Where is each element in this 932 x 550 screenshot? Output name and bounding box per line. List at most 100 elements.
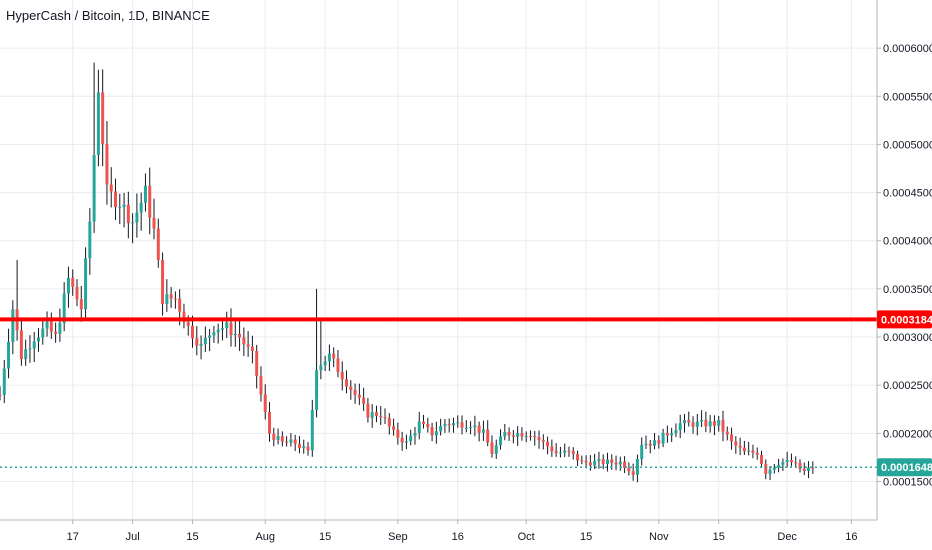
candle-down — [507, 431, 511, 436]
x-tick-label: 15 — [319, 531, 331, 543]
candle-down — [614, 462, 618, 465]
candle-down — [623, 461, 627, 469]
candle-up — [32, 341, 36, 349]
candle-up — [118, 207, 122, 209]
candle-down — [332, 353, 336, 359]
candle-up — [563, 450, 567, 453]
candle-down — [357, 394, 361, 398]
candle-down — [306, 446, 310, 451]
candle-down — [580, 460, 584, 462]
candle-down — [349, 386, 353, 390]
y-tick-label: 0.0004500 — [883, 188, 932, 200]
candle-up — [302, 446, 306, 449]
candle-down — [101, 92, 105, 145]
horizontal-lines — [0, 317, 877, 468]
candle-up — [772, 467, 776, 470]
candle-up — [777, 464, 781, 468]
candle-down — [477, 425, 481, 433]
candle-up — [524, 436, 528, 438]
candle-up — [708, 421, 712, 427]
candle-down — [541, 440, 545, 442]
candle-down — [533, 436, 537, 438]
candle-down — [730, 434, 734, 442]
candle-up — [768, 469, 772, 474]
candle-down — [571, 451, 575, 455]
y-tick-label: 0.0006000 — [883, 43, 932, 55]
candle-down — [576, 454, 580, 461]
candle-up — [45, 321, 49, 329]
y-tick-label: 0.0003000 — [883, 332, 932, 344]
candle-up — [289, 439, 293, 443]
candle-up — [781, 462, 785, 465]
candle-down — [520, 433, 524, 437]
candle-down — [374, 412, 378, 416]
candle-down — [366, 403, 370, 418]
resistance-badge-label: 0.0003184 — [881, 314, 932, 326]
last-price-badge — [877, 458, 932, 477]
candle-up — [220, 328, 224, 330]
y-tick-label: 0.0002500 — [883, 380, 932, 392]
candle-down — [490, 442, 494, 454]
candle-down — [789, 459, 793, 463]
candle-down — [75, 286, 79, 300]
candle-up — [96, 92, 100, 156]
candle-down — [169, 294, 173, 299]
candle-down — [161, 260, 165, 304]
candle-down — [280, 436, 284, 442]
candle-up — [464, 427, 468, 429]
candle-down — [725, 431, 729, 435]
candle-down — [19, 330, 23, 360]
candle-up — [327, 353, 331, 362]
candle-up — [717, 420, 721, 426]
candle-up — [807, 467, 811, 472]
candle-down — [54, 331, 58, 334]
candle-down — [246, 344, 250, 347]
candle-up — [700, 419, 704, 422]
candle-up — [635, 459, 639, 475]
candle-down — [152, 217, 156, 229]
candle-down — [422, 421, 426, 425]
candle-up — [92, 155, 96, 222]
y-tick-label: 0.0002000 — [883, 428, 932, 440]
candle-down — [546, 441, 550, 447]
price-axis[interactable]: 0.00015000.00020000.00025000.00030000.00… — [877, 43, 932, 488]
candle-down — [383, 416, 387, 419]
candle-down — [721, 420, 725, 432]
candle-down — [379, 415, 383, 417]
candle-up — [139, 202, 143, 213]
y-tick-label: 0.0005500 — [883, 91, 932, 103]
candle-up — [653, 440, 657, 446]
candle-up — [28, 348, 32, 350]
candle-down — [798, 462, 802, 469]
x-tick-label: 16 — [452, 531, 464, 543]
candle-down — [250, 346, 254, 352]
candle-down — [738, 445, 742, 448]
candle-down — [362, 397, 366, 404]
candle-up — [417, 421, 421, 433]
x-tick-label: 15 — [580, 531, 592, 543]
candles — [0, 62, 815, 483]
candle-down — [511, 435, 515, 437]
candle-up — [323, 361, 327, 366]
candle-down — [554, 451, 558, 453]
x-tick-label: Oct — [518, 531, 535, 543]
candle-down — [79, 299, 83, 310]
x-tick-label: Nov — [649, 531, 669, 543]
candle-up — [644, 443, 648, 445]
candle-up — [413, 432, 417, 436]
chart-title: HyperCash / Bitcoin, 1D, BINANCE — [6, 8, 210, 23]
candle-up — [674, 430, 678, 434]
price-badges: 0.0003184 0.0001648 — [877, 310, 932, 477]
x-tick-label: 17 — [67, 531, 79, 543]
candle-down — [567, 450, 571, 452]
candle-up — [516, 433, 520, 437]
candle-down — [627, 468, 631, 472]
candle-up — [88, 221, 92, 259]
candle-up — [618, 461, 622, 465]
candle-down — [182, 311, 186, 323]
candle-up — [212, 332, 216, 336]
candle-up — [439, 426, 443, 432]
time-axis[interactable]: 17 Jul 15 Aug 15 Sep 16 Oct 15 Nov 15 Dec 16 — [67, 520, 858, 543]
candle-up — [165, 294, 169, 304]
